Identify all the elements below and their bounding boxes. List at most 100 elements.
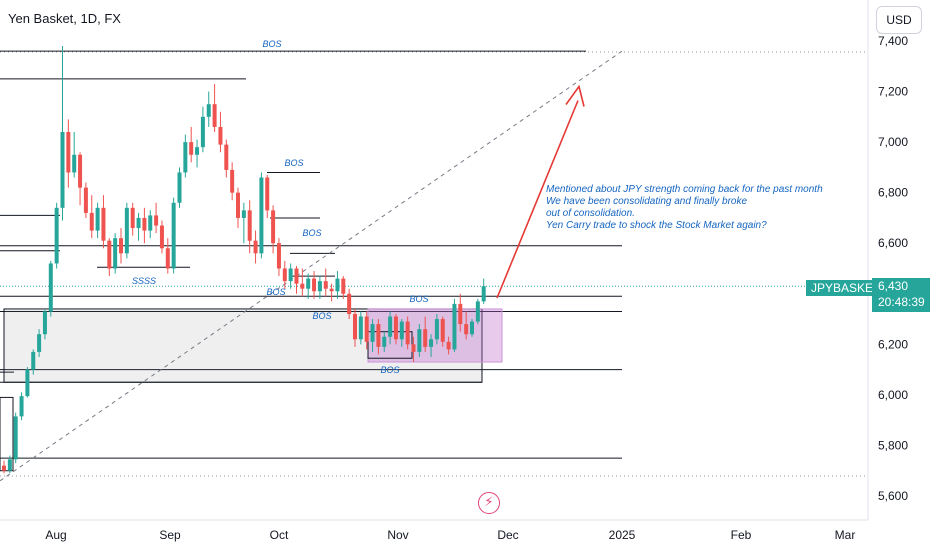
candle-body <box>200 116 205 148</box>
bos-label: BOS <box>380 365 399 375</box>
candle-body <box>376 324 381 347</box>
time-tick-label: Mar <box>835 528 856 542</box>
bos-label: BOS <box>302 228 321 238</box>
candle-body <box>25 369 30 397</box>
candle-body <box>72 154 77 173</box>
candle-body <box>189 142 194 155</box>
candle-body <box>154 215 159 226</box>
candle-body <box>481 286 486 302</box>
time-tick-label: Nov <box>387 528 408 542</box>
candle-body <box>464 324 469 335</box>
candle-body <box>89 212 94 231</box>
candle-body <box>142 217 147 231</box>
analysis-note: Mentioned about JPY strength coming back… <box>546 184 846 232</box>
time-tick-label: Sep <box>159 528 181 542</box>
candle-body <box>218 126 223 145</box>
price-tick-label: 7,000 <box>878 135 908 149</box>
candle-body <box>347 293 352 314</box>
candle-body <box>107 240 112 269</box>
candle-body <box>78 154 83 188</box>
candle-body <box>171 202 176 269</box>
candle-body <box>83 187 88 213</box>
last-price-tag: 6,430 20:48:39 <box>872 278 930 312</box>
candle-body <box>364 316 369 342</box>
note-line-2: We have been consolidating and finally b… <box>546 196 748 207</box>
candle-body <box>341 278 346 294</box>
symbol-name-tag: JPYBASKET <box>806 280 886 296</box>
candle-body <box>446 341 451 350</box>
lightning-bolt-icon[interactable]: ⚡ <box>478 492 500 514</box>
note-line-1: Mentioned about JPY strength coming back… <box>546 184 823 195</box>
candle-body <box>253 240 258 254</box>
candle-body <box>358 316 363 340</box>
candle-body <box>241 210 246 218</box>
candle-body <box>312 278 317 292</box>
candle-body <box>370 324 375 342</box>
bos-label: BOS <box>409 294 428 304</box>
candle-body <box>276 243 281 269</box>
candle-body <box>206 104 211 117</box>
candle-body <box>388 316 393 337</box>
currency-button[interactable]: USD <box>876 6 922 34</box>
candle-body <box>300 283 305 289</box>
candle-body <box>124 207 129 254</box>
chart-title: Yen Basket, 1D, FX <box>8 11 121 26</box>
candle-body <box>66 132 71 173</box>
candle-body <box>294 268 299 284</box>
candle-body <box>177 172 182 203</box>
bos-label: BOS <box>312 311 331 321</box>
candle-body <box>113 238 118 269</box>
candle-body <box>411 344 416 352</box>
candle-body <box>382 336 387 347</box>
bos-label: BOS <box>266 287 285 297</box>
time-tick-label: 2025 <box>609 528 636 542</box>
candle-body <box>306 278 311 289</box>
candle-body <box>230 169 235 193</box>
candle-body <box>19 396 24 417</box>
candle-body <box>259 177 264 254</box>
candle-body <box>136 217 141 229</box>
candle-body <box>452 303 457 350</box>
candle-body <box>470 321 474 335</box>
candle-body <box>393 316 398 340</box>
candle-body <box>13 416 18 460</box>
candle-body <box>183 142 188 173</box>
candle-body <box>399 321 404 340</box>
candle-body <box>440 319 445 342</box>
candle-body <box>323 281 328 289</box>
time-tick-label: Oct <box>270 528 289 542</box>
projection-arrow-head <box>565 84 585 107</box>
trend-line <box>0 50 623 482</box>
candle-body <box>458 303 463 325</box>
candle-body <box>130 207 135 229</box>
candle-body <box>148 215 153 231</box>
candle-body <box>119 238 123 254</box>
candle-body <box>212 104 217 127</box>
last-price-value: 6,430 <box>878 279 909 293</box>
candle-body <box>60 132 65 208</box>
price-tick-label: 6,600 <box>878 236 908 250</box>
candle-body <box>417 329 422 352</box>
candle-body <box>271 210 276 244</box>
candle-body <box>353 314 357 340</box>
price-tick-label: 5,600 <box>878 489 908 503</box>
bar-countdown: 20:48:39 <box>878 295 925 309</box>
candle-body <box>434 319 439 340</box>
candle-body <box>54 207 59 264</box>
candle-body <box>42 311 47 335</box>
candle-body <box>265 177 270 211</box>
price-tick-label: 6,200 <box>878 337 908 351</box>
candle-body <box>2 465 6 471</box>
candle-body <box>101 207 106 241</box>
left-mini-box <box>0 396 14 472</box>
ssss-label: SSSS <box>132 276 156 286</box>
candle-body <box>329 288 334 292</box>
candle-body <box>37 334 42 352</box>
price-tick-label: 7,400 <box>878 34 908 48</box>
candle-body <box>429 339 434 347</box>
candle-body <box>195 147 200 155</box>
projection-arrow-line <box>496 100 579 299</box>
candle-body <box>95 207 100 231</box>
